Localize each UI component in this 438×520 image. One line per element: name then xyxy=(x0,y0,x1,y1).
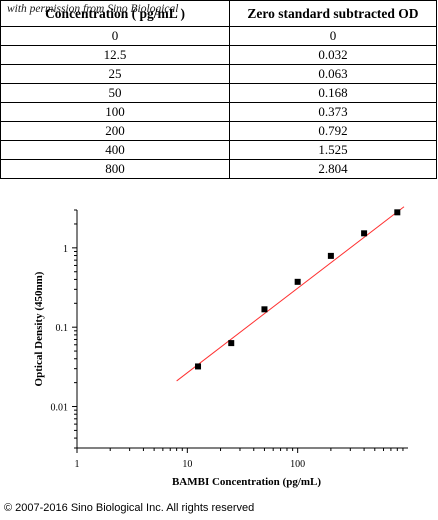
table-row: 100 0.373 xyxy=(0,102,437,122)
concentration-cell: 800 xyxy=(0,159,230,179)
header-concentration: with permission from Sino Biological Con… xyxy=(0,0,230,27)
x-tick-label: 1 xyxy=(75,459,80,470)
data-point xyxy=(195,363,202,370)
concentration-cell: 0 xyxy=(0,26,230,46)
od-cell: 0 xyxy=(229,26,437,46)
od-cell: 0.373 xyxy=(229,102,437,122)
y-tick-label: 1 xyxy=(63,244,68,255)
header-od: Zero standard subtracted OD xyxy=(229,0,437,27)
table-row: 12.5 0.032 xyxy=(0,45,437,65)
concentration-cell: 100 xyxy=(0,102,230,122)
concentration-cell: 400 xyxy=(0,140,230,160)
od-cell: 0.063 xyxy=(229,64,437,84)
x-tick-label: 10 xyxy=(182,459,192,470)
standard-curve-table: with permission from Sino Biological Con… xyxy=(0,0,437,179)
header-concentration-label: Concentration ( pg/mL ) xyxy=(45,5,185,21)
data-point xyxy=(327,252,334,259)
concentration-cell: 200 xyxy=(0,121,230,141)
y-tick-label: 0.1 xyxy=(56,323,69,334)
concentration-cell: 25 xyxy=(0,64,230,84)
y-axis-label: Optical Density (450nm) xyxy=(33,271,45,386)
od-cell: 2.804 xyxy=(229,159,437,179)
data-point xyxy=(228,340,235,347)
concentration-cell: 50 xyxy=(0,83,230,103)
table-row: 800 2.804 xyxy=(0,159,437,179)
table-header-row: with permission from Sino Biological Con… xyxy=(0,0,437,27)
table-row: 200 0.792 xyxy=(0,121,437,141)
y-tick-label: 0.01 xyxy=(51,403,69,414)
fit-line xyxy=(176,206,405,382)
data-point xyxy=(294,278,301,285)
table-row: 50 0.168 xyxy=(0,83,437,103)
x-tick-label: 100 xyxy=(290,459,305,470)
table-row: 25 0.063 xyxy=(0,64,437,84)
concentration-cell: 12.5 xyxy=(0,45,230,65)
data-point xyxy=(394,209,401,216)
standard-curve-chart: 1 10 100 0.01 0.1 1 BAMBI Concentration (pg/mL… xyxy=(33,206,408,488)
data-point xyxy=(261,306,268,313)
table-row: 400 1.525 xyxy=(0,140,437,160)
data-point xyxy=(361,230,368,237)
od-cell: 0.168 xyxy=(229,83,437,103)
od-cell: 0.032 xyxy=(229,45,437,65)
od-cell: 1.525 xyxy=(229,140,437,160)
copyright-footer: © 2007-2016 Sino Biological Inc. All rig… xyxy=(4,502,255,514)
x-axis-label: BAMBI Concentration (pg/mL) xyxy=(172,476,321,488)
od-cell: 0.792 xyxy=(229,121,437,141)
